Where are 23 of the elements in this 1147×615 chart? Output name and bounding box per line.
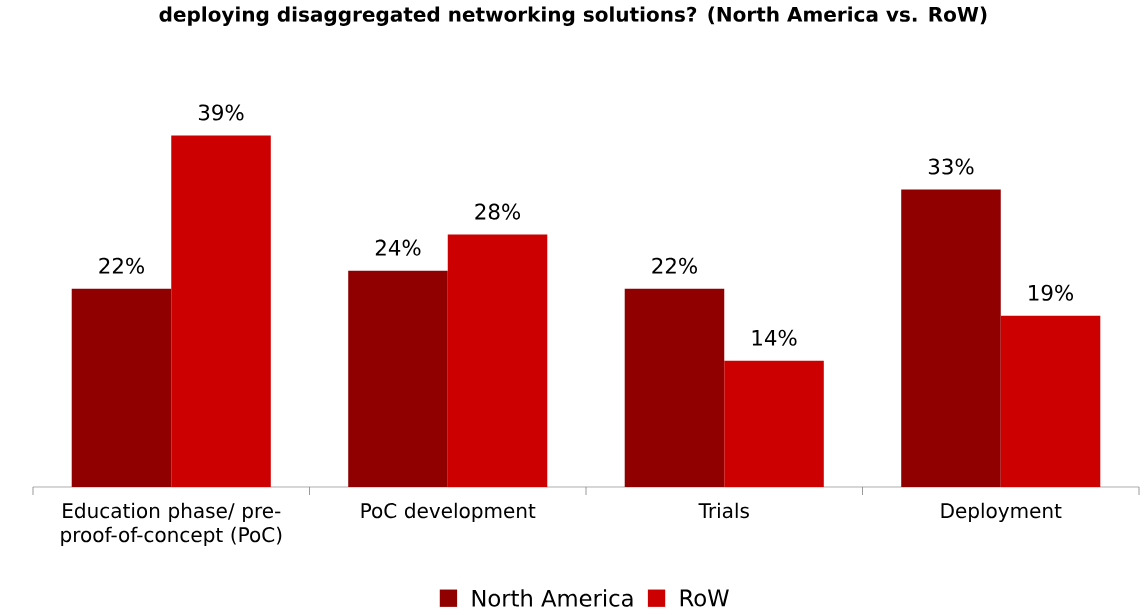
x-tick-label: Education phase/ pre-proof-of-concept (PoC) bbox=[61, 502, 282, 547]
data-label: 22% bbox=[99, 257, 144, 274]
x-tick-label: PoC development bbox=[361, 502, 536, 523]
bar bbox=[624, 288, 725, 487]
bar bbox=[71, 288, 172, 487]
x-tick-label: Deployment bbox=[941, 502, 1062, 523]
chart-title: deploying disaggregated networking solutions? (North America vs. RoW) bbox=[159, 6, 987, 26]
x-tick-label: Trials bbox=[698, 502, 749, 519]
data-label: 28% bbox=[475, 203, 521, 220]
bar bbox=[1000, 315, 1101, 487]
data-label: 19% bbox=[1029, 284, 1074, 301]
bar bbox=[447, 234, 548, 487]
data-label: 14% bbox=[752, 329, 797, 346]
legend-label: North America bbox=[472, 589, 633, 607]
data-label: 39% bbox=[198, 104, 244, 121]
bar bbox=[348, 270, 448, 487]
data-label: 33% bbox=[928, 158, 974, 175]
bar bbox=[901, 189, 1001, 487]
bar bbox=[171, 135, 271, 487]
legend-label: RoW bbox=[680, 589, 729, 607]
bar bbox=[724, 360, 824, 487]
data-label: 22% bbox=[652, 257, 697, 274]
data-label: 24% bbox=[375, 239, 421, 256]
